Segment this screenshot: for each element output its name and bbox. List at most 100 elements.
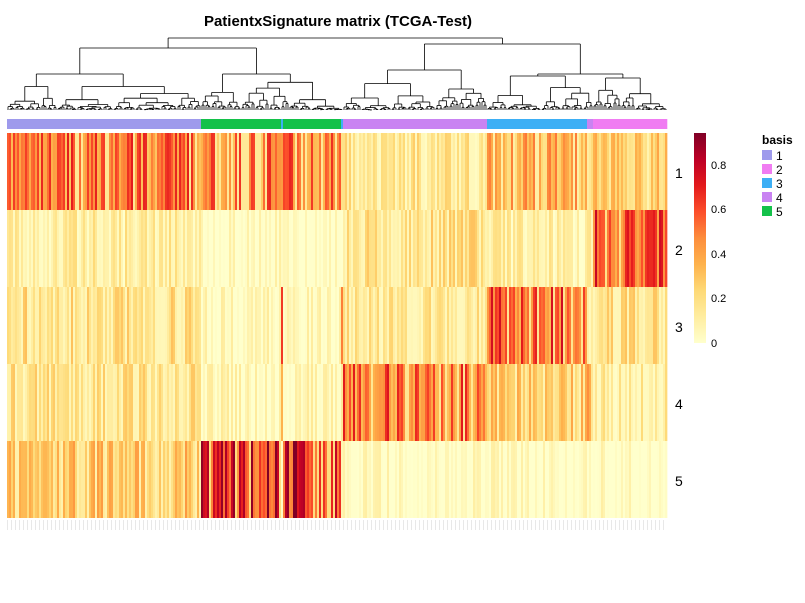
heatmap-cell — [453, 364, 456, 441]
heatmap-cell — [427, 210, 430, 287]
heatmap-cell — [335, 133, 338, 210]
heatmap-cell — [185, 441, 188, 518]
heatmap-cell — [207, 287, 210, 364]
heatmap-cell — [601, 133, 604, 210]
heatmap-cell — [545, 441, 548, 518]
heatmap-cell — [239, 210, 242, 287]
heatmap-cell — [23, 210, 26, 287]
heatmap-cell — [449, 133, 452, 210]
heatmap-cell — [591, 441, 594, 518]
heatmap-cell — [657, 287, 660, 364]
heatmap-cell — [349, 287, 352, 364]
heatmap-cell — [521, 441, 524, 518]
heatmap-cell — [459, 364, 462, 441]
heatmap-cell — [379, 441, 382, 518]
heatmap-cell — [29, 287, 32, 364]
heatmap-cell — [265, 287, 268, 364]
heatmap-cell — [15, 287, 18, 364]
heatmap-cell — [395, 441, 398, 518]
heatmap-cell — [505, 210, 508, 287]
heatmap-cell — [539, 133, 542, 210]
heatmap-cell — [497, 441, 500, 518]
heatmap-cell — [575, 210, 578, 287]
heatmap-cell — [613, 287, 616, 364]
heatmap-cell — [351, 441, 354, 518]
heatmap-cell — [225, 287, 228, 364]
heatmap-cell — [511, 287, 514, 364]
heatmap-cell — [147, 364, 150, 441]
heatmap-cell — [59, 210, 62, 287]
heatmap-cell — [53, 441, 56, 518]
heatmap-cell — [473, 133, 476, 210]
heatmap-cell — [193, 364, 196, 441]
heatmap-cell — [431, 133, 434, 210]
heatmap-cell — [219, 287, 222, 364]
heatmap-cell — [355, 441, 358, 518]
heatmap-cell — [371, 364, 374, 441]
heatmap-cell — [575, 287, 578, 364]
heatmap-cell — [27, 441, 30, 518]
heatmap-cell — [317, 133, 320, 210]
heatmap-cell — [63, 287, 66, 364]
heatmap-cell — [425, 364, 428, 441]
heatmap-cell — [21, 441, 24, 518]
heatmap-cell — [249, 210, 252, 287]
heatmap-cell — [399, 441, 402, 518]
heatmap-cell — [339, 210, 342, 287]
heatmap-cell — [233, 364, 236, 441]
heatmap-cell — [133, 133, 136, 210]
heatmap-cell — [437, 364, 440, 441]
heatmap-cell — [11, 441, 14, 518]
heatmap-cell — [659, 441, 662, 518]
heatmap-cell — [93, 364, 96, 441]
heatmap-cell — [581, 364, 584, 441]
heatmap-cell — [73, 287, 76, 364]
heatmap-cell — [349, 364, 352, 441]
heatmap-cell — [297, 441, 300, 518]
heatmap-cell — [363, 364, 366, 441]
heatmap-cell — [293, 210, 296, 287]
heatmap-cell — [49, 133, 52, 210]
heatmap-cell — [435, 133, 438, 210]
heatmap-cell — [197, 441, 200, 518]
heatmap-cell — [91, 287, 94, 364]
heatmap-cell — [101, 287, 104, 364]
heatmap-cell — [479, 364, 482, 441]
heatmap-cell — [11, 210, 14, 287]
heatmap-cell — [427, 133, 430, 210]
heatmap-cell — [657, 210, 660, 287]
heatmap-cell — [157, 133, 160, 210]
heatmap-cell — [19, 133, 22, 210]
heatmap-cell — [131, 364, 134, 441]
heatmap-cell — [319, 133, 322, 210]
heatmap-cell — [511, 364, 514, 441]
heatmap-cell — [213, 210, 216, 287]
heatmap-cell — [309, 287, 312, 364]
heatmap-cell — [291, 133, 294, 210]
heatmap-cell — [663, 364, 666, 441]
heatmap-cell — [377, 210, 380, 287]
heatmap-cell — [71, 441, 74, 518]
heatmap-cell — [173, 210, 176, 287]
heatmap-cell — [523, 441, 526, 518]
heatmap-cell — [469, 210, 472, 287]
heatmap-cell — [259, 287, 262, 364]
heatmap-cell — [35, 210, 38, 287]
heatmap-cell — [69, 210, 72, 287]
heatmap-cell — [181, 133, 184, 210]
heatmap-cell — [591, 133, 594, 210]
heatmap-cell — [183, 364, 186, 441]
heatmap-cell — [199, 133, 202, 210]
heatmap-cell — [553, 364, 556, 441]
heatmap-cell — [241, 364, 244, 441]
heatmap-cell — [467, 133, 470, 210]
heatmap-cell — [37, 133, 40, 210]
heatmap-cell — [387, 133, 390, 210]
heatmap-cell — [271, 133, 274, 210]
heatmap-cell — [119, 210, 122, 287]
heatmap-cell — [237, 287, 240, 364]
heatmap-cell — [15, 133, 18, 210]
heatmap-cell — [447, 210, 450, 287]
heatmap-cell — [561, 287, 564, 364]
heatmap-cell — [395, 133, 398, 210]
